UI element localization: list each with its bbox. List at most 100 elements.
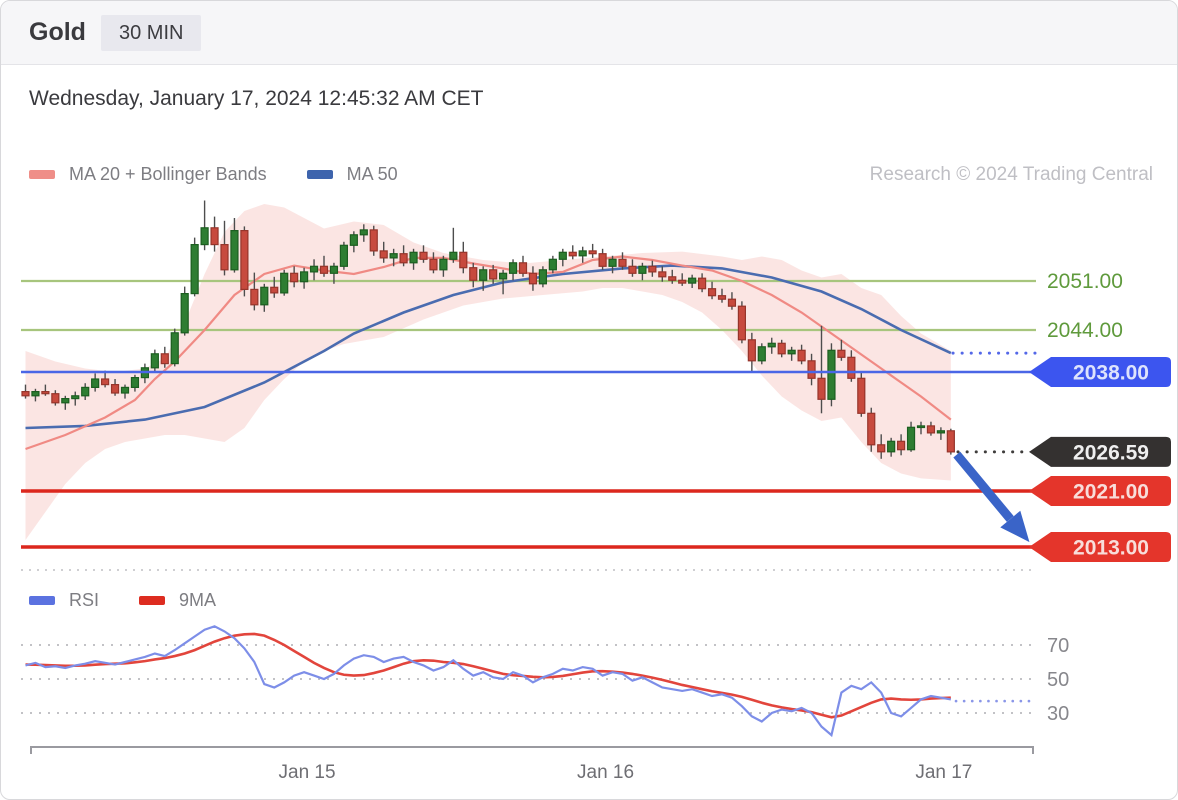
candle-body — [896, 440, 906, 451]
candle-body — [300, 271, 309, 283]
rsi-ma-legend-label[interactable]: 9MA — [179, 590, 217, 610]
chart-datetime: Wednesday, January 17, 2024 12:45:32 AM … — [29, 87, 484, 110]
candle-body — [170, 332, 179, 365]
candle-body — [369, 229, 378, 252]
rsi-axis-label-70: 70 — [1047, 635, 1069, 657]
candle-body — [926, 425, 936, 434]
candle-body — [71, 395, 80, 400]
candle-body — [31, 391, 40, 397]
rsi-legend: RSI 9MA — [29, 590, 242, 611]
bollinger-band-area — [25, 204, 951, 540]
candle-body — [757, 346, 766, 362]
candle-body — [598, 253, 607, 267]
candle-body — [827, 349, 836, 400]
timeframe-badge[interactable]: 30 MIN — [101, 15, 202, 51]
candle-body — [717, 295, 727, 300]
candle-body — [110, 384, 120, 394]
trend-arrow-shaft — [953, 451, 1014, 522]
ma50-legend-swatch — [306, 170, 333, 179]
candle-body — [160, 353, 169, 365]
price-badge-label-2038: 2038.00 — [1073, 362, 1149, 385]
candle-body — [290, 272, 299, 283]
candle-body — [508, 262, 518, 274]
candle-body — [120, 386, 130, 394]
candle-body — [648, 265, 657, 273]
candle-body — [628, 265, 637, 274]
candle-body — [608, 258, 617, 267]
rsi-axis-label-50: 50 — [1047, 669, 1069, 691]
candle-body — [707, 288, 717, 297]
candle-body — [737, 305, 747, 341]
candle-body — [558, 251, 567, 260]
ma50-legend-label[interactable]: MA 50 — [346, 164, 398, 184]
price-badge-2021 — [1029, 476, 1171, 506]
candle-body — [91, 378, 100, 388]
candle-body — [817, 377, 826, 400]
price-label-2044: 2044.00 — [1047, 319, 1123, 342]
price-label-2051: 2051.00 — [1047, 270, 1123, 293]
candle-body — [359, 229, 368, 236]
candle-body — [787, 349, 796, 355]
ma20-bollinger-legend-label[interactable]: MA 20 + Bollinger Bands — [69, 164, 267, 184]
candle-body — [638, 265, 647, 274]
candle-body — [319, 265, 329, 274]
candle-body — [469, 267, 478, 281]
candle-body — [906, 426, 916, 451]
candle-body — [578, 250, 587, 257]
candle-body — [260, 286, 269, 306]
candle-body — [309, 265, 319, 273]
candle-body — [250, 288, 259, 306]
candle-body — [220, 244, 229, 271]
candle-body — [658, 271, 667, 278]
candle-body — [877, 444, 886, 453]
ma20-bollinger-legend-swatch — [29, 170, 55, 179]
candle-body — [399, 253, 408, 264]
rsi-legend-swatch — [29, 596, 55, 605]
candle-body — [747, 339, 756, 362]
candle-body — [51, 393, 60, 404]
candle-body — [389, 253, 398, 259]
candle-body — [270, 286, 279, 294]
price-badge-2026.59 — [1029, 436, 1171, 467]
candle-body — [588, 250, 597, 255]
candle-body — [479, 269, 488, 281]
candle-body — [329, 265, 339, 274]
candle-body — [61, 398, 70, 404]
candle-body — [618, 258, 627, 267]
price-badge-label-2013: 2013.00 — [1073, 537, 1149, 560]
candle-body — [668, 276, 677, 281]
candle-body — [946, 430, 955, 453]
rsi-legend-label[interactable]: RSI — [69, 590, 100, 610]
candle-body — [41, 391, 50, 395]
candle-body — [100, 378, 110, 386]
candle-body — [230, 230, 239, 271]
candle-body — [518, 262, 528, 274]
candle-body — [847, 356, 856, 379]
candle-body — [548, 258, 557, 271]
candle-body — [200, 227, 209, 246]
candle-body — [349, 234, 358, 246]
price-badge-2013 — [1029, 532, 1171, 562]
candle-body — [528, 272, 538, 285]
x-axis-label-jan-16: Jan 16 — [577, 762, 634, 783]
instrument-title: Gold — [29, 18, 86, 46]
candle-body — [697, 277, 707, 290]
price-badge-label-2021: 2021.00 — [1073, 481, 1149, 504]
candle-body — [459, 251, 468, 269]
candle-body — [280, 272, 289, 294]
candle-body — [767, 342, 776, 348]
candle-body — [797, 349, 806, 362]
rsi-line — [25, 625, 952, 738]
candle-body — [857, 377, 866, 414]
candle-body — [807, 360, 816, 379]
rsi-axis-label-30: 30 — [1047, 703, 1069, 725]
candle-body — [339, 244, 348, 267]
candle-body — [190, 244, 199, 295]
research-watermark: Research © 2024 Trading Central — [869, 164, 1153, 185]
candle-body — [837, 349, 846, 358]
candle-body — [867, 412, 876, 446]
price-badge-label-2026.59: 2026.59 — [1073, 441, 1149, 464]
candle-body — [936, 430, 946, 434]
